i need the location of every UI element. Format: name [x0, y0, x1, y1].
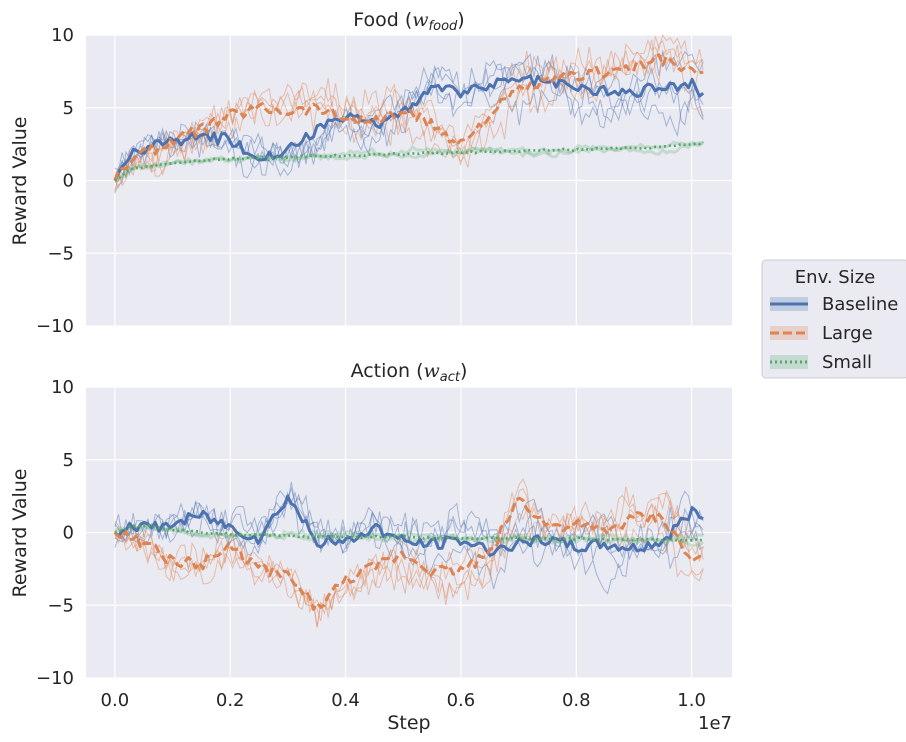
legend-title: Env. Size — [795, 267, 875, 288]
series-line-large — [113, 53, 704, 182]
action-panel: 10 5 0 −5 −10 0.0 0.2 0.4 0.6 0.8 1.0 Reward Valu… — [9, 360, 732, 734]
y-tick-label: −10 — [36, 668, 74, 689]
spread-trace — [114, 50, 704, 183]
legend-label-small: Small — [822, 352, 872, 373]
x-tick-label: 0.0 — [101, 690, 130, 711]
spread-trace — [114, 488, 704, 627]
spread-trace — [113, 141, 704, 181]
legend-label-large: Large — [822, 323, 873, 344]
legend-swatch-band — [770, 355, 808, 369]
series-line-small — [114, 140, 704, 182]
action-y-tick-labels: 10 5 0 −5 −10 — [36, 377, 74, 689]
spread-trace — [113, 522, 704, 546]
spread-trace — [114, 489, 704, 614]
action-x-tick-labels: 0.0 0.2 0.4 0.6 0.8 1.0 — [101, 690, 706, 711]
spread-trace — [114, 140, 705, 182]
legend: Env. Size Baseline Large Small — [761, 259, 906, 379]
spread-trace — [114, 486, 704, 628]
spread-trace — [114, 39, 704, 194]
action-gridlines — [86, 386, 732, 679]
x-tick-label: 0.8 — [562, 690, 591, 711]
spread-trace — [114, 481, 704, 561]
spread-trace — [114, 34, 704, 191]
y-tick-label: 0 — [63, 171, 74, 192]
spread-trace — [114, 486, 704, 595]
y-tick-label: 10 — [51, 377, 74, 398]
spread-trace — [114, 53, 704, 179]
x-offset-text: 1e7 — [698, 713, 732, 734]
action-series-lines — [113, 494, 704, 611]
y-tick-label: 0 — [63, 523, 74, 544]
food-y-tick-labels: 10 5 0 −5 −10 — [36, 25, 74, 337]
spread-trace — [114, 497, 704, 569]
y-tick-label: −10 — [36, 316, 74, 337]
food-y-axis-label: Reward Value — [9, 117, 31, 246]
legend-items: Baseline Large Small — [770, 294, 898, 373]
y-tick-label: 5 — [63, 98, 74, 119]
x-tick-label: 0.6 — [447, 690, 476, 711]
series-line-large — [113, 496, 704, 611]
y-tick-label: 10 — [51, 25, 74, 46]
y-tick-label: −5 — [47, 243, 74, 264]
legend-label-baseline: Baseline — [822, 294, 898, 315]
food-panel: 10 5 0 −5 −10 Reward Value Food (wfood) — [9, 9, 732, 337]
food-title: Food (wfood) — [353, 9, 464, 34]
y-tick-label: 5 — [63, 450, 74, 471]
x-tick-label: 0.2 — [216, 690, 245, 711]
spread-trace — [114, 38, 704, 189]
series-line-baseline — [113, 494, 704, 557]
x-tick-label: 1.0 — [677, 690, 706, 711]
action-title: Action (wact) — [351, 360, 468, 385]
x-tick-label: 0.4 — [331, 690, 360, 711]
food-spread-traces — [113, 34, 705, 194]
food-series-lines — [113, 53, 705, 182]
y-tick-label: −5 — [47, 595, 74, 616]
spread-trace — [114, 81, 704, 193]
legend-box — [761, 259, 906, 379]
x-axis-label: Step — [387, 712, 430, 734]
series-line-small — [114, 523, 704, 542]
action-y-axis-label: Reward Value — [9, 469, 31, 598]
spread-trace — [114, 59, 704, 171]
